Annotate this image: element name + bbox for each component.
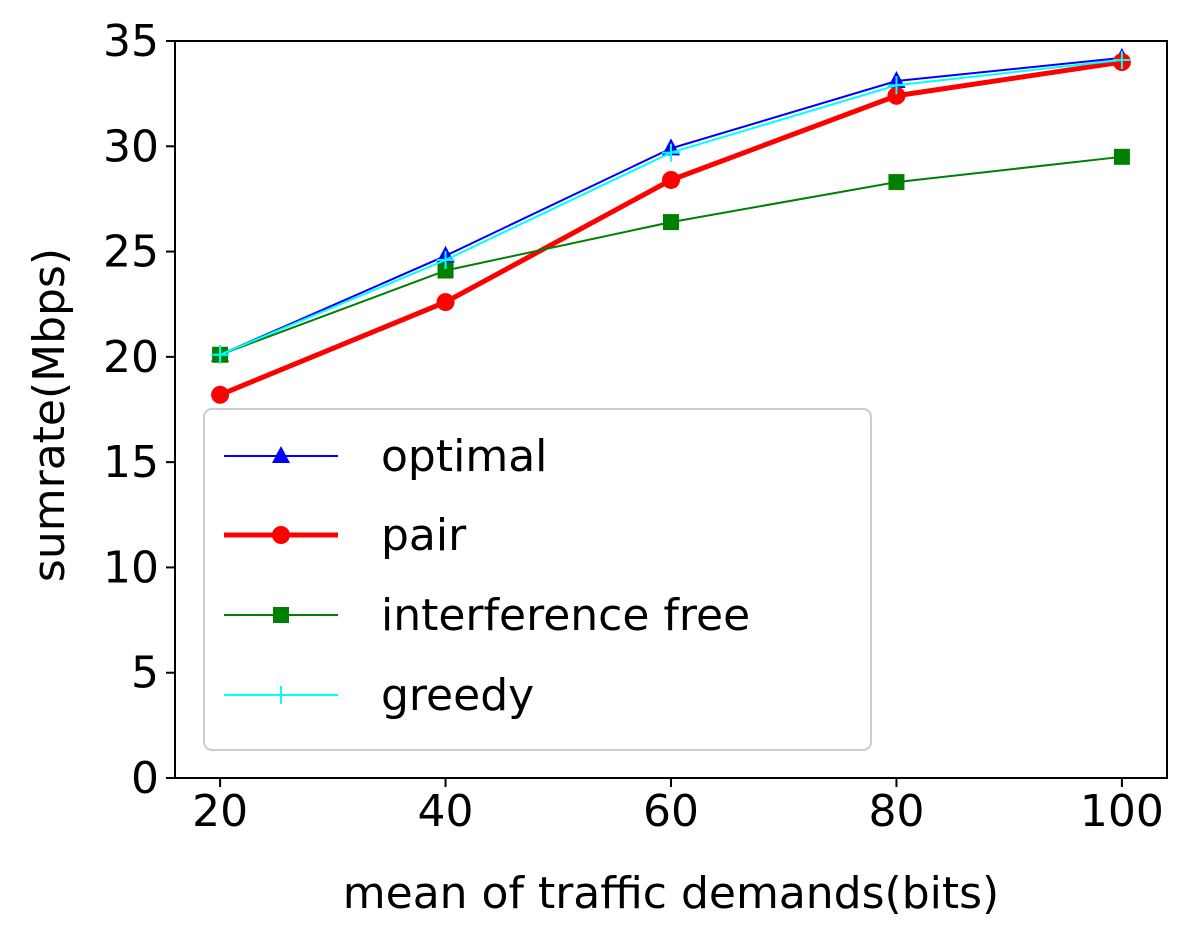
y-tick-label: 25 <box>103 227 159 278</box>
legend-label-interference-free: interference free <box>381 590 750 641</box>
data-point-interference-free <box>663 214 679 231</box>
data-point-greedy <box>887 76 906 95</box>
data-point-greedy <box>662 143 680 162</box>
legend-marker-optimal <box>272 446 290 463</box>
series-interference-free <box>212 148 1130 363</box>
legend-label-pair: pair <box>381 510 467 561</box>
x-tick-label: 100 <box>1080 786 1164 837</box>
series-greedy <box>211 50 1131 364</box>
legend-label-optimal: optimal <box>381 431 547 482</box>
x-tick-label: 80 <box>868 786 924 837</box>
x-axis-title: mean of traffic demands(bits) <box>343 868 999 919</box>
data-point-pair <box>436 293 455 312</box>
y-tick-label: 35 <box>103 16 159 67</box>
y-tick-label: 5 <box>131 648 159 699</box>
x-tick-label: 60 <box>643 786 699 837</box>
y-tick-label: 10 <box>103 542 159 593</box>
data-point-interference-free <box>888 174 905 191</box>
data-point-interference-free <box>1113 148 1130 165</box>
y-tick-label: 20 <box>103 332 159 383</box>
x-tick-label: 40 <box>418 786 474 837</box>
y-axis-title: sumrate(Mbps) <box>24 248 75 582</box>
y-tick-label: 30 <box>103 121 159 172</box>
data-point-interference-free <box>437 262 454 279</box>
x-tick-label: 20 <box>192 786 248 837</box>
data-point-greedy <box>211 345 230 364</box>
data-point-pair <box>211 385 230 404</box>
legend-item-interference-free: interference free <box>224 590 750 641</box>
legend-marker-greedy <box>272 686 290 704</box>
data-point-greedy <box>1112 50 1131 69</box>
legend-marker-pair <box>272 526 290 544</box>
series-pair <box>211 53 1131 404</box>
data-point-greedy <box>436 250 455 269</box>
legend: optimal pair interference free greedy <box>203 408 872 751</box>
y-tick-label: 15 <box>103 437 159 488</box>
series-layer <box>211 47 1131 404</box>
legend-item-pair: pair <box>224 510 467 561</box>
legend-box <box>203 408 872 751</box>
legend-item-greedy: greedy <box>224 670 534 721</box>
legend-marker-interference-free <box>273 607 289 623</box>
x-axis: 20 40 60 80 100 <box>192 778 1164 837</box>
legend-item-optimal: optimal <box>224 431 547 482</box>
y-tick-label: 0 <box>131 753 159 804</box>
y-axis: 0 5 10 15 20 25 30 35 <box>103 16 175 804</box>
legend-label-greedy: greedy <box>381 670 534 721</box>
data-point-pair <box>887 86 906 105</box>
data-point-pair <box>662 170 680 189</box>
